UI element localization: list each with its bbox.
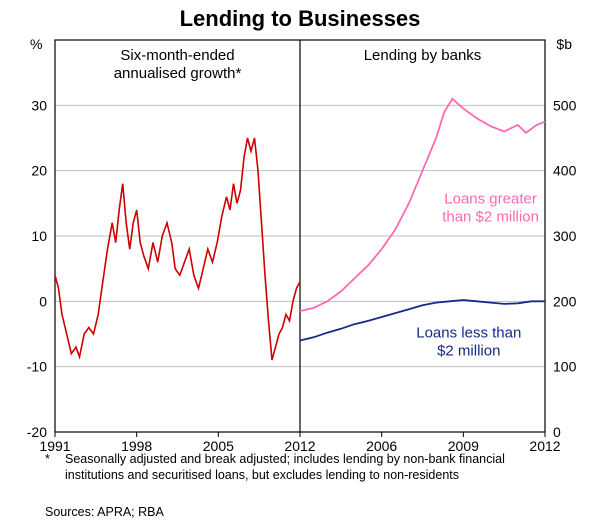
footnote-marker: *	[45, 452, 65, 468]
sources-text: APRA; RBA	[97, 505, 164, 519]
svg-text:0: 0	[39, 293, 47, 309]
svg-text:10: 10	[31, 228, 47, 244]
svg-text:200: 200	[553, 293, 577, 309]
footnote: *Seasonally adjusted and break adjusted;…	[45, 452, 565, 483]
chart-svg: -20-100102030010020030040050019911998200…	[0, 0, 600, 460]
svg-text:$2 million: $2 million	[437, 342, 500, 359]
svg-text:100: 100	[553, 359, 577, 375]
right-subtitle: Lending by banks	[364, 47, 482, 64]
svg-text:than $2 million: than $2 million	[442, 208, 539, 225]
svg-text:500: 500	[553, 97, 577, 113]
svg-text:20: 20	[31, 163, 47, 179]
svg-text:300: 300	[553, 228, 577, 244]
svg-text:-10: -10	[27, 359, 47, 375]
sources: Sources: APRA; RBA	[45, 505, 164, 519]
svg-text:Loans greater: Loans greater	[444, 190, 537, 207]
left-subtitle-1: Six-month-ended	[120, 47, 234, 64]
sources-label: Sources:	[45, 505, 94, 519]
svg-text:400: 400	[553, 163, 577, 179]
svg-text:Loans less than: Loans less than	[416, 324, 521, 341]
series-growth	[55, 138, 300, 360]
chart-container: Lending to Businesses % $b -20-100102030…	[0, 0, 600, 525]
footnote-text: Seasonally adjusted and break adjusted; …	[65, 452, 555, 483]
left-subtitle-2: annualised growth*	[114, 65, 242, 82]
svg-text:30: 30	[31, 97, 47, 113]
